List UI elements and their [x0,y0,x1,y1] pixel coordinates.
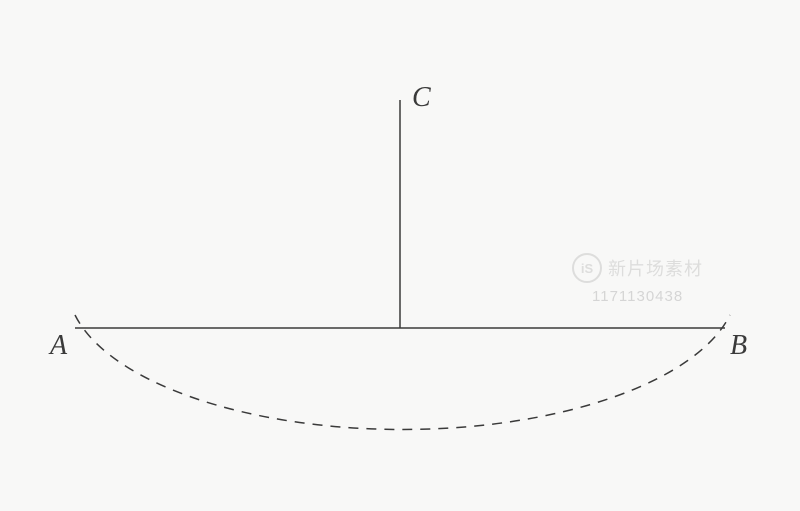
arc-ab [75,315,730,429]
point-label-c: C [412,82,431,114]
watermark-brand-text: 新片场素材 [608,255,703,281]
watermark-logo: iS 新片场素材 [572,253,703,283]
point-label-a: A [50,330,67,362]
watermark-logo-icon: iS [572,253,602,283]
point-label-b: B [730,330,747,362]
